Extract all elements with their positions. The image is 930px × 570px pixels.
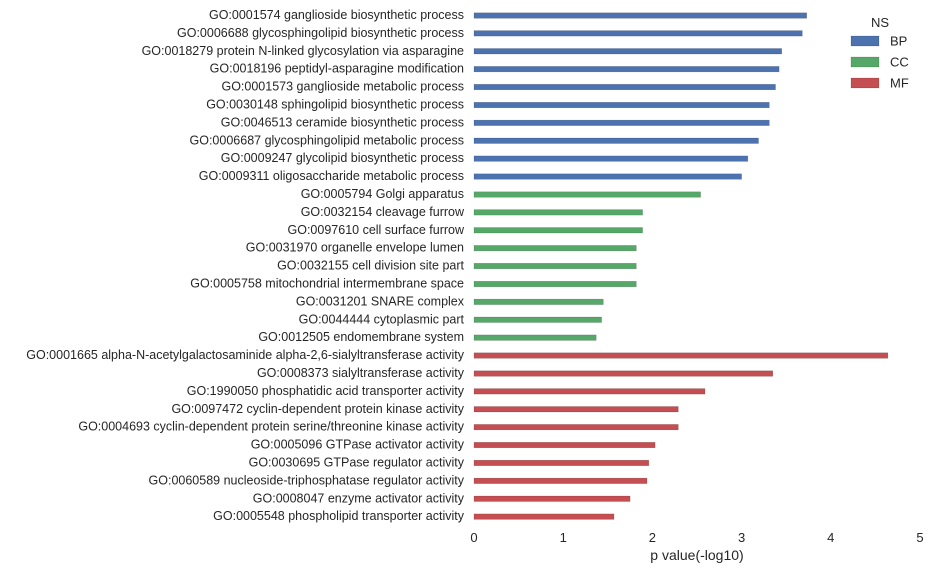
bar [473,84,776,91]
bar [473,191,701,198]
bar [473,442,656,449]
category-label: GO:0032154 cleavage furrow [301,205,465,219]
bar [473,316,602,323]
x-tick-label: 3 [738,530,745,545]
bar [473,388,706,395]
category-label: GO:0032155 cell division site part [277,259,464,273]
category-label: GO:0009247 glycolipid biosynthetic proce… [221,151,464,165]
x-axis-label: p value(-log10) [650,547,743,563]
category-labels: GO:0001574 ganglioside biosynthetic proc… [26,8,465,523]
category-label: GO:0018279 protein N-linked glycosylatio… [142,44,464,58]
bar [473,298,604,305]
x-tick-label: 1 [560,530,567,545]
bar [473,263,637,270]
bar [473,245,637,252]
x-tick-label: 5 [916,530,923,545]
category-label: GO:1990050 phosphatidic acid transporter… [187,384,465,398]
bar [473,173,742,180]
legend-label: BP [890,34,907,49]
category-label: GO:0005096 GTPase activator activity [251,438,465,452]
bar [473,102,770,109]
bar [473,424,679,431]
legend-swatch [850,35,880,47]
category-label: GO:0060589 nucleoside-triphosphatase reg… [149,473,465,487]
category-label: GO:0012505 endomembrane system [258,330,464,344]
category-label: GO:0005758 mitochondrial intermembrane s… [190,277,464,291]
bar [473,48,782,55]
bar [473,137,759,144]
bar [473,334,597,341]
category-label: GO:0001573 ganglioside metabolic process [221,80,464,94]
legend-swatch [850,77,880,89]
category-label: GO:0031201 SNARE complex [296,294,465,308]
category-label: GO:0031970 organelle envelope lumen [246,241,464,255]
category-label: GO:0097610 cell surface furrow [288,223,465,237]
legend-swatch [850,56,880,68]
bar [473,12,807,19]
bar [473,352,889,359]
category-label: GO:0044444 cytoplasmic part [299,312,465,326]
bar [473,281,637,288]
category-label: GO:0008373 sialyltransferase activity [257,366,465,380]
bar [473,495,631,502]
x-tick-label: 4 [827,530,834,545]
bar [473,406,679,413]
bar [473,513,615,520]
category-label: GO:0097472 cyclin-dependent protein kina… [171,402,464,416]
bar [473,155,749,162]
legend-label: MF [890,76,909,91]
category-label: GO:0005548 phospholipid transporter acti… [213,509,465,523]
category-label: GO:0006687 glycosphingolipid metabolic p… [190,133,464,147]
bar [473,459,650,466]
category-label: GO:0009311 oligosaccharide metabolic pro… [199,169,464,183]
bar [473,119,770,126]
x-axis-ticks: 0 1 2 3 4 5 [470,530,923,545]
bar [473,209,643,216]
category-label: GO:0005794 Golgi apparatus [301,187,464,201]
category-label: GO:0030695 GTPase regulator activity [249,456,465,470]
bar [473,30,803,37]
bar [473,66,780,73]
bar [473,370,774,377]
bar [473,227,643,234]
legend-title: NS [871,15,889,30]
category-label: GO:0004693 cyclin-dependent protein seri… [78,420,464,434]
category-label: GO:0018196 peptidyl-asparagine modificat… [210,62,464,76]
legend-label: CC [890,55,909,70]
category-label: GO:0001574 ganglioside biosynthetic proc… [209,8,464,22]
category-label: GO:0001665 alpha-N-acetylgalactosaminide… [26,348,464,362]
bars-group [473,12,889,520]
category-label: GO:0046513 ceramide biosynthetic process [221,115,464,129]
category-label: GO:0030148 sphingolipid biosynthetic pro… [206,98,464,112]
category-label: GO:0008047 enzyme activator activity [253,491,465,505]
bar [473,477,648,484]
x-tick-label: 0 [470,530,477,545]
category-label: GO:0006688 glycosphingolipid biosyntheti… [177,26,464,40]
x-tick-label: 2 [649,530,656,545]
